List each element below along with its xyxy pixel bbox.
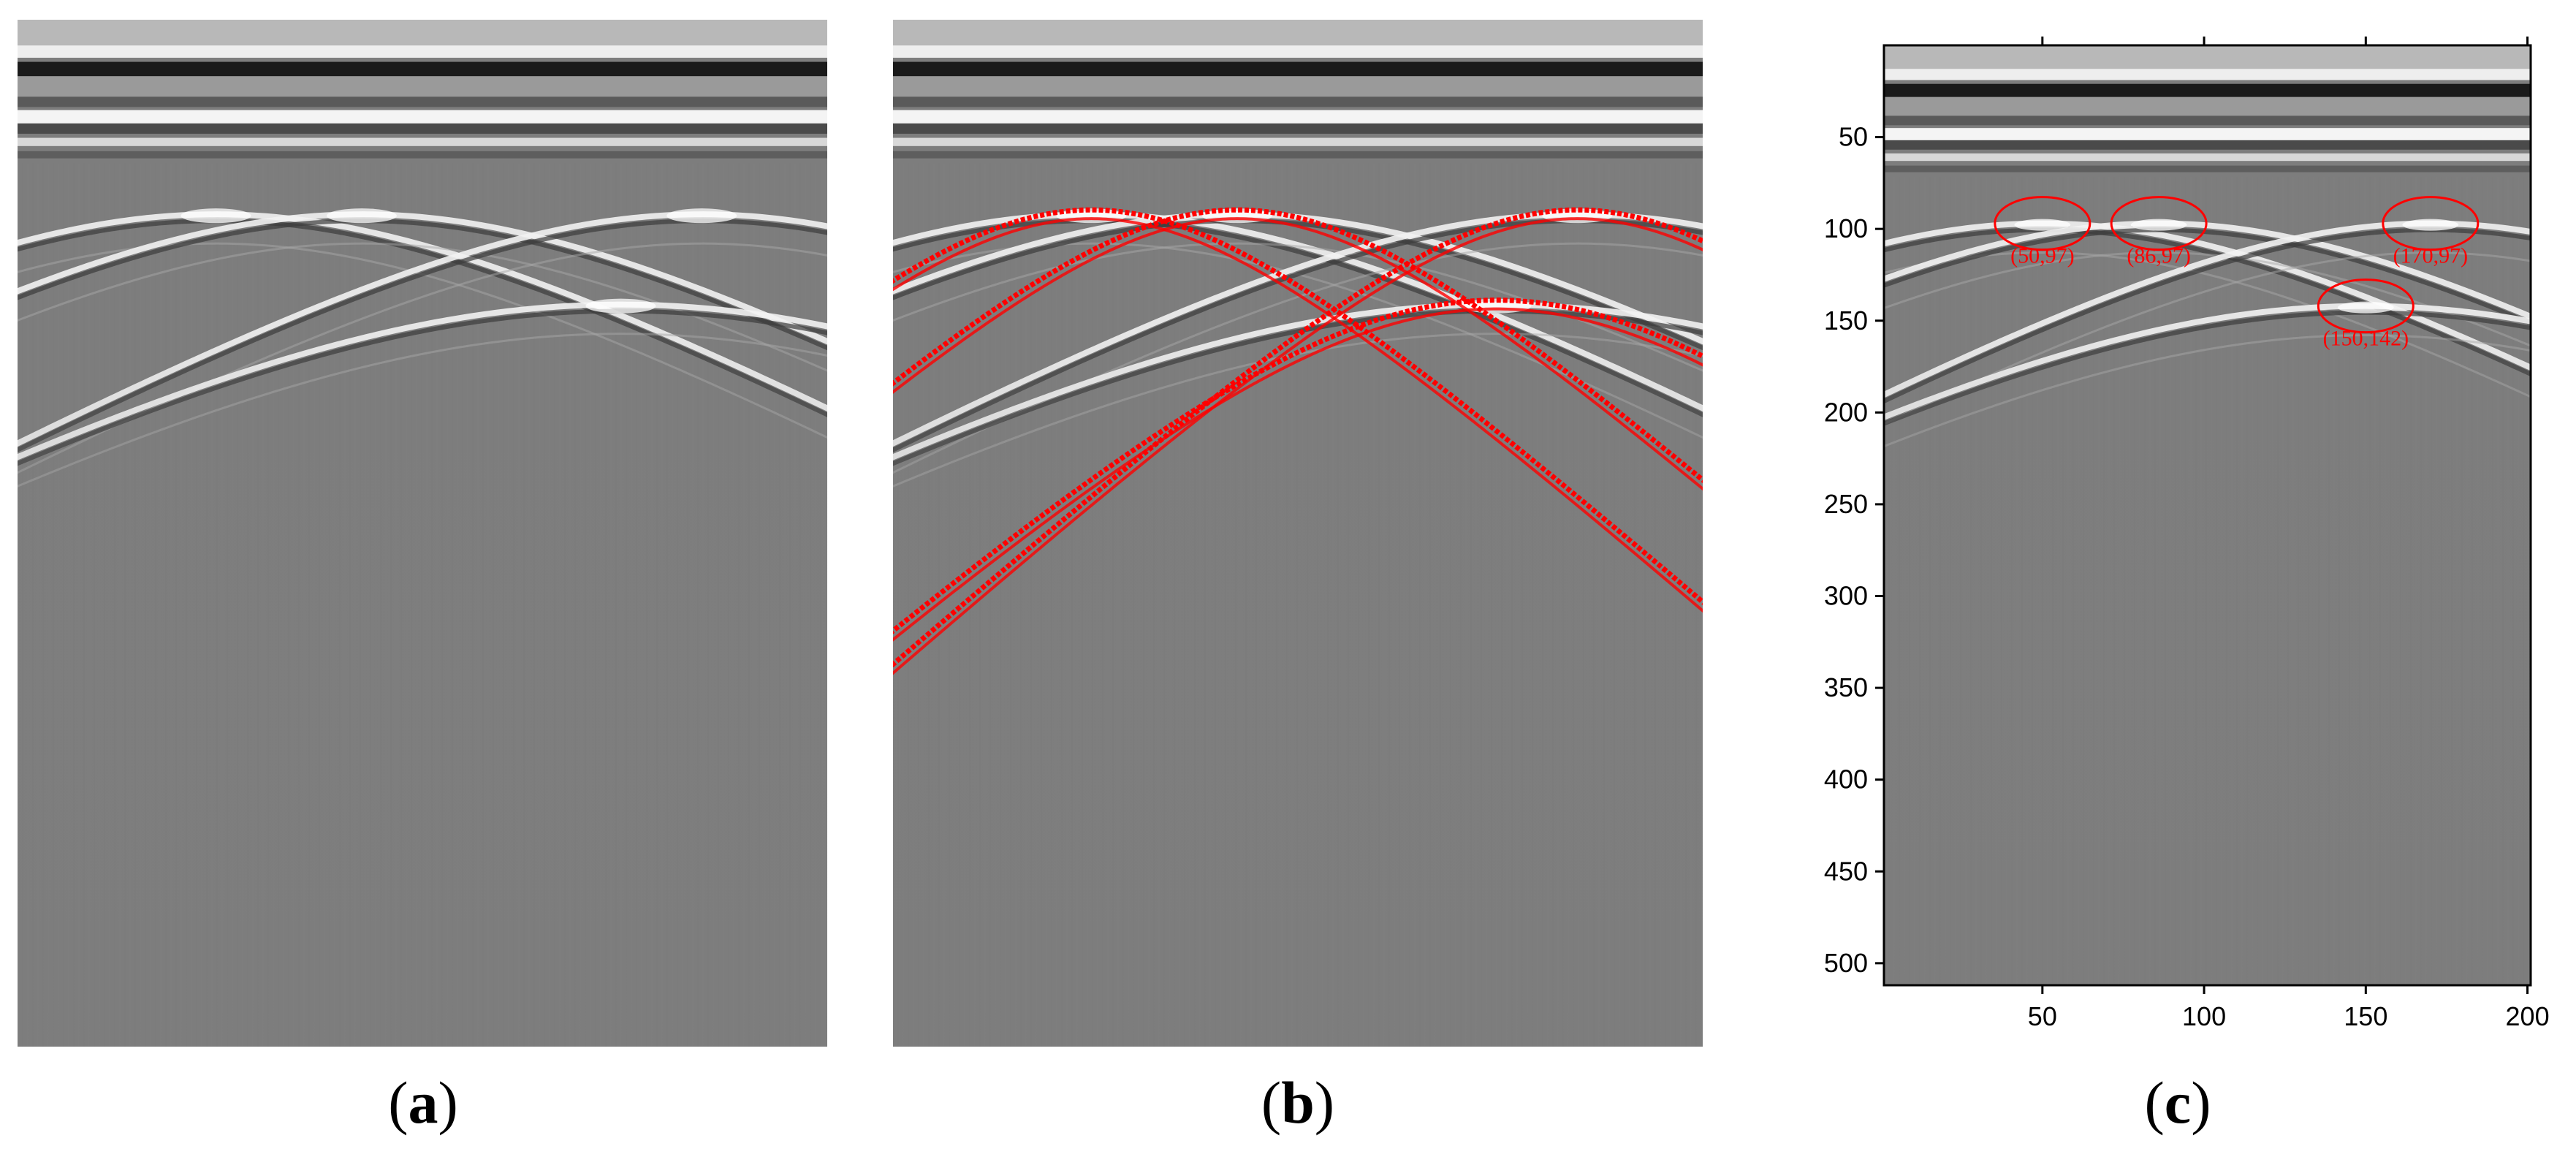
surface-band bbox=[1884, 140, 2531, 150]
y-tick-label: 300 bbox=[1824, 581, 1868, 611]
fitted-hyperbola-curve bbox=[893, 207, 1703, 668]
x-tick-label: 50 bbox=[2028, 1001, 2057, 1031]
panel-a-radargram bbox=[18, 20, 827, 1047]
apex-highlight bbox=[181, 208, 251, 224]
surface-band bbox=[1884, 128, 2531, 140]
apex-coordinate-label: (50,97) bbox=[2010, 244, 2074, 268]
panel-a-gpr-image bbox=[18, 20, 827, 1047]
apex-highlight bbox=[585, 298, 656, 314]
apex-highlight bbox=[2402, 219, 2459, 231]
panel-c-gpr-image-annotated: (50,97) (86,97) (170,97) (150,142) bbox=[1884, 45, 2531, 985]
x-tick-label: 150 bbox=[2344, 1001, 2387, 1031]
surface-band bbox=[1884, 45, 2531, 69]
surface-band bbox=[893, 45, 1703, 58]
caption-a: (a) bbox=[388, 1069, 458, 1136]
x-tick-label: 100 bbox=[2182, 1001, 2226, 1031]
x-tick-label: 200 bbox=[2506, 1001, 2550, 1031]
surface-band bbox=[1884, 83, 2531, 97]
depth-fade bbox=[1884, 327, 2531, 985]
fitted-hyperbola-curve-inner bbox=[893, 217, 1703, 491]
surface-band bbox=[1884, 165, 2531, 172]
surface-band bbox=[18, 45, 827, 58]
fitted-hyperbola-curve-inner bbox=[893, 217, 1703, 613]
panel-b-gpr-image-fitted bbox=[893, 20, 1703, 1047]
surface-band bbox=[18, 61, 827, 77]
caption-b-letter: b bbox=[1281, 1069, 1315, 1136]
apex-highlight bbox=[2337, 301, 2394, 314]
y-tick-label: 500 bbox=[1824, 948, 1868, 978]
y-tick-label: 200 bbox=[1824, 397, 1868, 427]
panel-c-radargram: (50,97) (86,97) (170,97) (150,142) bbox=[1884, 45, 2531, 985]
surface-band bbox=[1884, 115, 2531, 126]
surface-band bbox=[18, 123, 827, 134]
surface-band bbox=[18, 137, 827, 146]
depth-fade bbox=[893, 327, 1703, 1047]
apex-highlight bbox=[2130, 219, 2187, 231]
surface-band bbox=[893, 20, 1703, 46]
surface-band bbox=[893, 76, 1703, 97]
depth-fade bbox=[18, 327, 827, 1047]
surface-band bbox=[18, 96, 827, 107]
surface-band bbox=[893, 61, 1703, 77]
y-tick-label: 250 bbox=[1824, 489, 1868, 519]
apex-coordinate-label: (86,97) bbox=[2127, 244, 2190, 268]
hyperbola-multiple bbox=[893, 242, 1703, 372]
surface-band bbox=[18, 110, 827, 124]
surface-band bbox=[893, 123, 1703, 134]
surface-band bbox=[1884, 69, 2531, 80]
caption-b: (b) bbox=[1261, 1069, 1335, 1136]
surface-band bbox=[893, 137, 1703, 146]
panel-b-radargram bbox=[893, 20, 1703, 1047]
surface-band bbox=[1884, 153, 2531, 162]
fitted-hyperbola-curve-inner bbox=[893, 307, 1703, 642]
apex-highlight bbox=[326, 208, 397, 224]
y-tick-label: 100 bbox=[1824, 213, 1868, 243]
y-tick-label: 150 bbox=[1824, 306, 1868, 335]
caption-c-letter: c bbox=[2164, 1069, 2192, 1136]
surface-band bbox=[893, 110, 1703, 124]
caption-a-letter: a bbox=[408, 1069, 438, 1136]
hyperbola-multiple bbox=[18, 242, 827, 372]
fitted-hyperbola-curve-inner bbox=[893, 217, 1703, 675]
y-tick-label: 350 bbox=[1824, 672, 1868, 702]
apex-highlight bbox=[666, 208, 737, 224]
surface-band bbox=[893, 151, 1703, 159]
surface-band bbox=[18, 151, 827, 159]
surface-band bbox=[893, 96, 1703, 107]
apex-coordinate-label: (150,142) bbox=[2323, 327, 2409, 351]
y-tick-label: 450 bbox=[1824, 856, 1868, 886]
y-tick-label: 50 bbox=[1839, 122, 1868, 152]
surface-band bbox=[1884, 96, 2531, 116]
surface-band bbox=[18, 76, 827, 97]
surface-band bbox=[18, 20, 827, 46]
caption-c: (c) bbox=[2144, 1069, 2211, 1136]
apex-coordinate-label: (170,97) bbox=[2393, 244, 2468, 268]
y-tick-label: 400 bbox=[1824, 765, 1868, 794]
